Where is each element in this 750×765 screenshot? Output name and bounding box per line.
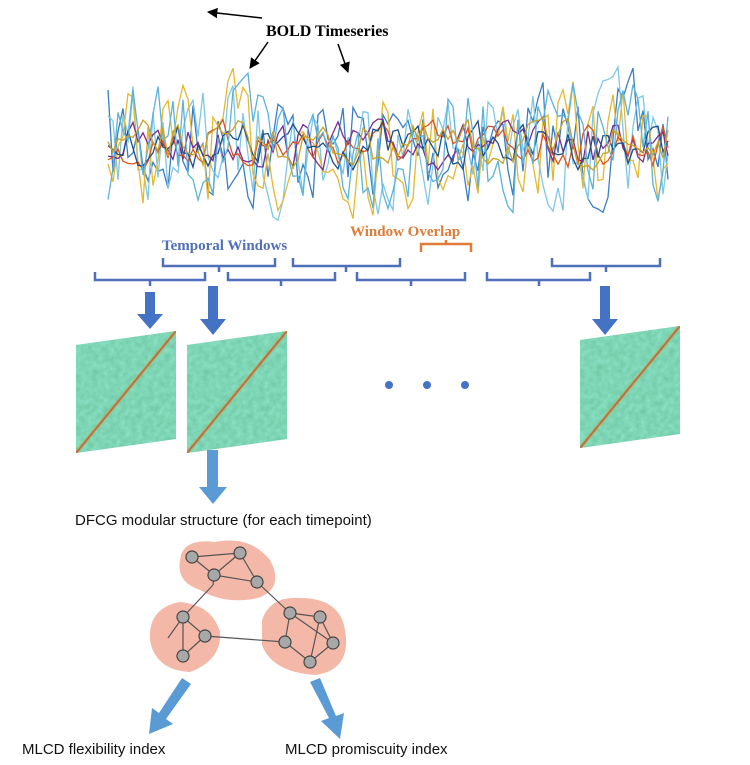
flexibility-label: MLCD flexibility index (22, 741, 166, 758)
ellipsis-dots (385, 381, 469, 389)
structure-arrow (199, 450, 227, 504)
window-arrows (137, 286, 618, 335)
module-network (150, 540, 346, 675)
output-arrows (149, 678, 344, 739)
overlap-bracket (421, 240, 471, 252)
structure-caption: DFCG modular structure (for each timepoi… (75, 512, 372, 529)
promiscuity-label: MLCD promiscuity index (285, 741, 448, 758)
timeseries-lines (108, 67, 668, 220)
diagram: BOLD Timeseries Temporal Windows Window … (0, 0, 750, 765)
window-brackets (95, 258, 660, 286)
connectivity-matrices (76, 326, 680, 453)
overlap-label: Window Overlap (350, 224, 460, 240)
label-pointers (208, 12, 348, 72)
windows-label: Temporal Windows (162, 238, 287, 254)
timeseries-label: BOLD Timeseries (266, 23, 389, 40)
